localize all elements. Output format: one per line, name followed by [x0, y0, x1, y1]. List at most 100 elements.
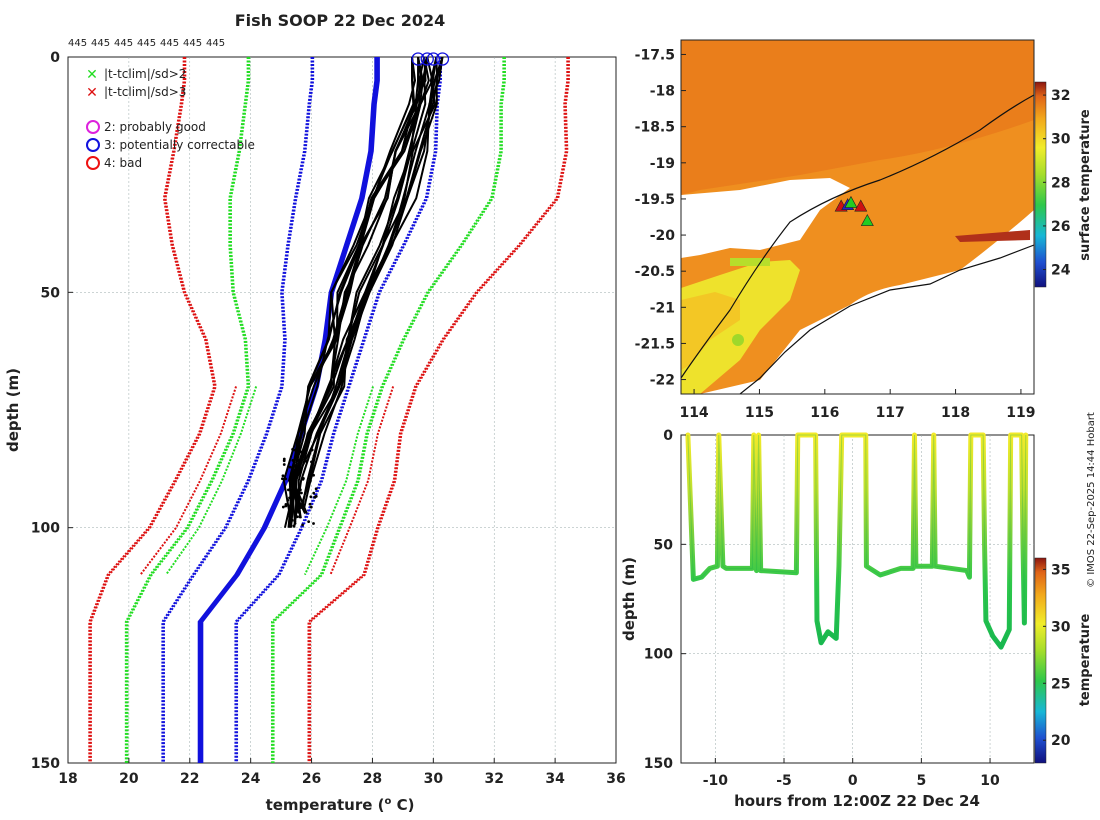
- count-label: 445: [137, 38, 156, 49]
- credit-text: © IMOS 22-Sep-2025 14:44 Hobart: [1086, 412, 1097, 588]
- flag-circle: [426, 52, 440, 66]
- observed-profile: [288, 57, 416, 514]
- map-y-tick-label: -22: [650, 373, 675, 389]
- observation-point: [294, 487, 298, 490]
- observation-point: [296, 515, 299, 519]
- dt-x-tick-label: 5: [916, 773, 926, 789]
- flag-circles: [411, 52, 450, 66]
- observation-point: [296, 490, 300, 494]
- observation-point: [310, 448, 314, 452]
- observation-point: [286, 498, 290, 502]
- colorbar-tick-label: 32: [1051, 88, 1070, 104]
- flag-circle: [420, 52, 434, 66]
- y-axis-label: depth (m): [4, 368, 22, 452]
- depth-time-track: [685, 432, 1029, 650]
- climatology-curve: [126, 57, 251, 763]
- climatology-curve: [162, 57, 315, 763]
- dt-x-tick-label: 10: [980, 773, 1000, 789]
- observation-point: [281, 505, 285, 509]
- observation-point: [293, 520, 297, 523]
- map-y-ticks: -17.5 -18 -18.5 -19 -19.5 -20 -20.5 -21 -21.5 -22: [635, 47, 686, 389]
- sst-mid-coastal: [681, 292, 740, 370]
- observed-profile: [294, 57, 429, 519]
- observation-point: [291, 458, 295, 462]
- climatology-curve: [199, 57, 379, 763]
- observed-profile: [290, 57, 426, 524]
- observation-point: [314, 487, 318, 491]
- colorbar-tick-label: 30: [1051, 132, 1071, 148]
- dt-y-tick-label: 50: [654, 537, 674, 553]
- observation-point: [292, 524, 296, 528]
- x-axis-label: temperature (o C): [266, 796, 415, 814]
- track-marker: [860, 213, 874, 226]
- observation-point: [297, 470, 301, 474]
- observation-point: [310, 460, 313, 464]
- count-label: 445: [68, 38, 87, 49]
- depth-time-grid: [681, 435, 1034, 763]
- colorbar-tick-label: 26: [1051, 219, 1070, 235]
- climatology-curve: [197, 57, 377, 763]
- colorbar-tick-label: 35: [1051, 562, 1070, 578]
- dt-y-tick-label: 0: [663, 428, 673, 444]
- temp-colorbar-ticks: 20 25 30 35: [1043, 562, 1071, 749]
- observation-point: [307, 520, 311, 524]
- legend: ✕ |t-tclim|/sd>2 ✕ |t-tclim|/sd>3 2: pro…: [86, 67, 255, 170]
- dt-x-tick-label: -10: [703, 773, 729, 789]
- depth-track: [685, 432, 1029, 650]
- track-marker: [844, 195, 858, 208]
- legend-label: 3: potentially correctable: [104, 138, 255, 152]
- x-tick-label: 36: [606, 771, 625, 787]
- colorbar-tick-label: 30: [1051, 619, 1071, 635]
- x-tick-label: 18: [58, 771, 77, 787]
- sst-green-patch: [732, 334, 744, 346]
- climatology-curve: [88, 57, 216, 763]
- sst-colorbar: [1034, 81, 1047, 288]
- observation-point: [282, 457, 286, 461]
- depth-time-y-label: depth (m): [620, 557, 638, 641]
- colorbar-tick-label: 20: [1051, 733, 1071, 749]
- observation-point: [308, 502, 312, 506]
- temp-colorbar-label: temperature: [1078, 614, 1093, 707]
- y-tick-label: 0: [50, 50, 60, 66]
- climatology-curve: [307, 57, 569, 763]
- climatology-secondary: [139, 386, 238, 576]
- observation-point: [291, 448, 295, 452]
- x-tick-label: 24: [241, 771, 261, 787]
- legend-x-marker: ✕: [86, 85, 98, 101]
- legend-item-flag3: 3: potentially correctable: [86, 138, 255, 152]
- land: [740, 248, 1034, 394]
- depth-time-y-ticks: 0 50 100 150: [644, 428, 686, 772]
- dt-y-tick-label: 100: [644, 647, 673, 663]
- observation-point: [309, 479, 312, 483]
- observation-point: [288, 496, 291, 500]
- observation-point: [299, 468, 303, 472]
- legend-item-sd2: ✕ |t-tclim|/sd>2: [86, 67, 186, 83]
- sst-colorbar-ticks: 24 26 28 30 32: [1043, 88, 1071, 279]
- sst-green-strip: [730, 258, 770, 266]
- map-y-tick-label: -18.5: [635, 120, 675, 136]
- observation-point: [312, 454, 316, 458]
- observation-point: [293, 448, 297, 452]
- observation-point: [300, 491, 303, 495]
- observed-profile: [290, 57, 417, 514]
- map-x-tick-label: 114: [679, 405, 708, 421]
- legend-item-flag4: 4: bad: [86, 156, 142, 170]
- observation-point: [312, 522, 315, 525]
- climatology-secondary: [329, 386, 395, 576]
- top-counts: 445 445 445 445 445 445 445: [68, 38, 225, 49]
- cloud-gap: [681, 178, 850, 258]
- legend-circle-marker: [86, 120, 100, 134]
- map-axes: [680, 39, 1035, 395]
- temp-colorbar: [1034, 557, 1047, 764]
- observation-point: [288, 505, 292, 509]
- observation-point: [292, 479, 296, 483]
- depth-time-x-label: hours from 12:00Z 22 Dec 24: [734, 792, 980, 810]
- observation-point: [280, 477, 284, 481]
- map-y-tick-label: -20: [650, 228, 676, 244]
- count-label: 445: [206, 38, 225, 49]
- colorbar-tick-label: 25: [1051, 676, 1070, 692]
- sst-field: [681, 40, 1034, 394]
- observation-point: [288, 465, 292, 469]
- observation-point: [281, 474, 285, 478]
- chart-title: Fish SOOP 22 Dec 2024: [235, 11, 445, 30]
